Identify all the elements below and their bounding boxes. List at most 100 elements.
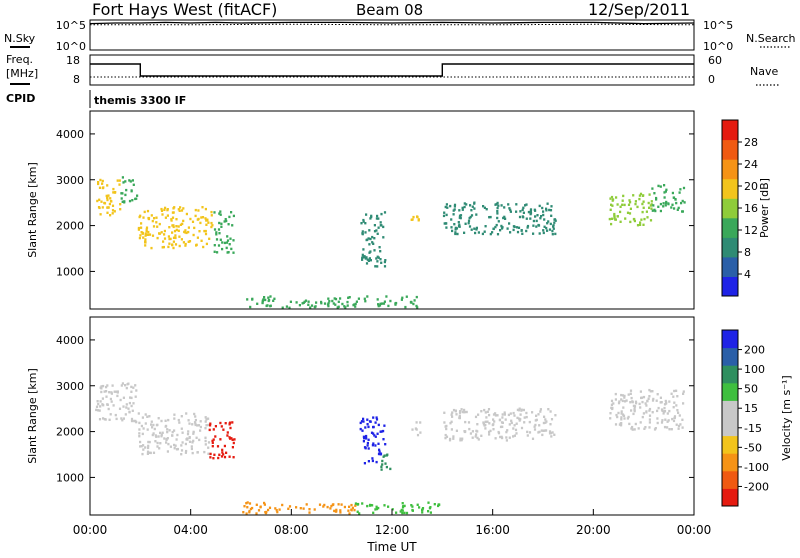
- data-cell: [268, 506, 272, 509]
- data-cell: [519, 413, 522, 416]
- data-cell: [636, 205, 639, 209]
- data-cell: [682, 392, 685, 395]
- colorbar-block: [722, 237, 738, 258]
- data-cell: [118, 183, 121, 186]
- data-cell: [111, 209, 115, 212]
- data-cell: [354, 302, 357, 306]
- data-cell: [546, 202, 549, 205]
- data-cell: [174, 243, 178, 246]
- data-cell: [452, 437, 455, 440]
- data-cell: [382, 236, 385, 239]
- data-cell: [404, 305, 407, 309]
- data-cell: [529, 208, 533, 211]
- data-cell: [512, 427, 515, 430]
- data-cell: [648, 206, 651, 209]
- data-cell: [504, 418, 507, 421]
- data-cell: [535, 225, 538, 228]
- freq-tick-low: 8: [73, 73, 80, 86]
- data-cell: [231, 421, 234, 424]
- data-cell: [402, 505, 405, 508]
- data-cell: [131, 199, 134, 202]
- data-cell: [218, 453, 221, 456]
- velocity-panel: 4000 3000 2000 1000 00:00 04:00 08:00 12:00 16:…: [26, 316, 711, 554]
- colorbar-tick-label: 50: [744, 383, 758, 396]
- data-cell: [656, 417, 659, 420]
- data-cell: [218, 221, 221, 225]
- data-cell: [111, 384, 114, 387]
- data-cell: [664, 399, 667, 403]
- velocity-colorbar-ticks: 200 100 50 15 -15 -50 -100 -200: [738, 344, 769, 493]
- data-cell: [445, 213, 448, 217]
- data-cell: [119, 398, 122, 402]
- data-cell: [366, 423, 369, 426]
- data-cell: [375, 217, 378, 220]
- data-cell: [354, 305, 357, 308]
- data-cell: [475, 213, 478, 216]
- colorbar-block: [722, 139, 738, 160]
- data-cell: [360, 420, 364, 423]
- data-cell: [672, 419, 676, 423]
- colorbar-tick-label: -200: [744, 480, 769, 493]
- data-cell: [368, 243, 371, 246]
- data-cell: [616, 203, 619, 206]
- data-cell: [631, 400, 634, 404]
- data-cell: [509, 231, 512, 234]
- data-cell: [449, 422, 452, 425]
- data-cell: [620, 412, 623, 415]
- data-cell: [445, 435, 449, 438]
- data-cell: [451, 411, 454, 414]
- data-cell: [450, 420, 453, 423]
- data-cell: [100, 390, 103, 394]
- data-cell: [206, 218, 209, 221]
- data-cell: [682, 402, 685, 405]
- data-cell: [362, 218, 365, 222]
- data-cell: [335, 508, 338, 512]
- y-tick-label: 1000: [56, 471, 84, 484]
- data-cell: [629, 389, 633, 392]
- data-cell: [452, 213, 455, 216]
- data-cell: [641, 415, 644, 419]
- data-cell: [629, 401, 632, 404]
- data-cell: [551, 233, 554, 236]
- data-cell: [172, 246, 175, 250]
- colorbar-tick-label: 15: [744, 402, 758, 415]
- velocity-cells: [95, 382, 685, 515]
- data-cell: [471, 436, 474, 439]
- data-cell: [492, 413, 496, 416]
- data-cell: [624, 400, 627, 403]
- data-cell: [646, 216, 649, 219]
- data-cell: [494, 225, 497, 229]
- data-cell: [139, 445, 142, 448]
- data-cell: [450, 413, 453, 416]
- data-cell: [382, 429, 385, 433]
- data-cell: [376, 265, 379, 268]
- data-cell: [377, 256, 380, 259]
- data-cell: [348, 505, 351, 508]
- data-cell: [132, 402, 135, 405]
- data-cell: [350, 503, 353, 507]
- data-cell: [199, 425, 202, 429]
- data-cell: [166, 450, 169, 453]
- data-cell: [368, 257, 371, 260]
- data-cell: [246, 501, 249, 504]
- data-cell: [137, 226, 140, 230]
- data-cell: [152, 432, 155, 435]
- data-cell: [180, 238, 183, 241]
- data-cell: [385, 295, 388, 298]
- data-cell: [450, 218, 453, 221]
- data-cell: [534, 215, 537, 218]
- data-cell: [343, 505, 346, 509]
- data-cell: [187, 226, 190, 229]
- velocity-colorbar-blocks: [722, 330, 738, 507]
- data-cell: [458, 223, 461, 227]
- data-cell: [249, 305, 252, 309]
- data-cell: [137, 228, 140, 231]
- data-cell: [383, 300, 386, 303]
- data-cell: [146, 233, 149, 236]
- data-cell: [331, 503, 334, 507]
- data-cell: [371, 444, 374, 447]
- data-cell: [538, 232, 541, 235]
- data-cell: [367, 460, 370, 463]
- data-cell: [630, 396, 633, 400]
- data-cell: [169, 237, 172, 241]
